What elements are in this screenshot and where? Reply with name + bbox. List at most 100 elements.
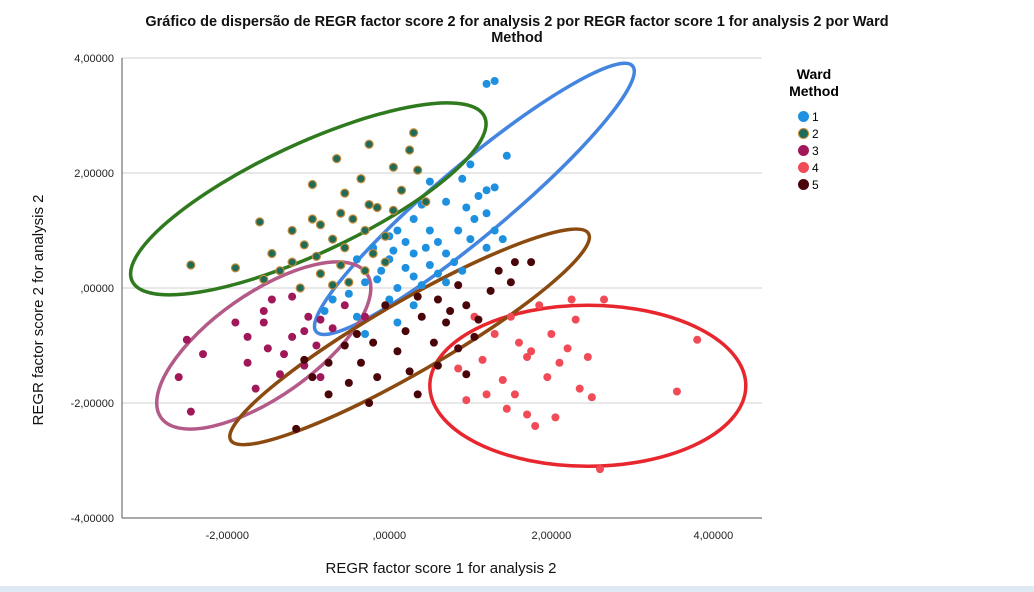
legend-item-3: 3 <box>798 142 852 159</box>
data-point-series-1 <box>385 295 394 304</box>
x-axis-title: REGR factor score 1 for analysis 2 <box>326 560 557 577</box>
data-point-series-5 <box>352 330 361 338</box>
chart-title-line1: Gráfico de dispersão de REGR factor scor… <box>145 14 889 30</box>
legend: Ward Method 1 2 3 4 5 <box>776 66 852 193</box>
data-point-series-2 <box>295 283 305 293</box>
legend-item-2: 2 <box>798 125 852 142</box>
legend-label-4: 4 <box>812 160 819 175</box>
cluster-ellipse-3 <box>154 260 373 431</box>
data-point-series-4 <box>523 410 532 419</box>
data-point-series-4 <box>498 376 507 384</box>
cluster-ellipse-1 <box>312 61 637 337</box>
data-point-series-1 <box>433 238 442 246</box>
legend-label-5: 5 <box>812 177 819 192</box>
data-point-series-2 <box>409 128 419 138</box>
data-point-series-1 <box>442 197 451 206</box>
y-tick-label: ,00000 <box>80 283 114 295</box>
data-point-series-3 <box>288 292 297 301</box>
data-point-series-3 <box>267 295 276 304</box>
data-point-series-4 <box>523 353 532 361</box>
data-point-series-1 <box>328 295 337 304</box>
legend-label-1: 1 <box>812 109 819 124</box>
data-point-series-2 <box>332 154 342 164</box>
data-point-series-5 <box>446 307 455 315</box>
data-point-series-4 <box>595 465 604 474</box>
data-point-series-1 <box>498 235 507 244</box>
data-point-series-1 <box>458 174 467 183</box>
data-point-series-5 <box>433 361 442 370</box>
data-point-series-1 <box>442 278 451 287</box>
data-point-series-2 <box>344 277 354 287</box>
data-point-series-1 <box>421 243 430 252</box>
data-point-series-5 <box>308 373 317 382</box>
data-point-series-3 <box>251 384 260 393</box>
legend-label-2: 2 <box>812 126 819 141</box>
data-point-series-5 <box>413 390 422 399</box>
legend-title-line1: Ward <box>796 66 832 82</box>
data-point-series-4 <box>490 330 499 338</box>
data-point-series-1 <box>352 312 361 321</box>
data-point-series-2 <box>315 220 326 230</box>
legend-item-5: 5 <box>798 176 852 193</box>
legend-marker-3 <box>798 145 809 156</box>
x-tick-label: ,00000 <box>373 530 407 542</box>
data-point-series-4 <box>527 347 536 356</box>
data-point-series-2 <box>421 197 431 207</box>
data-point-series-4 <box>535 301 544 310</box>
data-point-series-1 <box>482 186 491 195</box>
data-point-series-1 <box>393 226 402 235</box>
data-point-series-3 <box>280 350 289 359</box>
data-point-series-2 <box>299 240 309 250</box>
data-point-series-1 <box>450 258 459 267</box>
data-point-series-1 <box>373 275 382 284</box>
data-point-series-5 <box>462 370 471 379</box>
data-point-series-2 <box>360 225 370 236</box>
data-point-series-4 <box>506 312 515 321</box>
data-point-series-5 <box>486 286 495 295</box>
cluster-ellipse-2 <box>128 101 488 297</box>
data-point-series-4 <box>551 413 560 422</box>
ellipse-layer <box>128 61 748 468</box>
data-point-series-4 <box>555 358 564 367</box>
data-point-series-1 <box>320 307 329 315</box>
data-point-series-1 <box>425 261 434 269</box>
data-point-series-5 <box>340 341 349 350</box>
data-point-series-1 <box>490 183 499 192</box>
data-point-series-2 <box>356 174 366 184</box>
data-point-series-5 <box>300 355 309 364</box>
data-point-series-1 <box>466 160 475 169</box>
legend-item-4: 4 <box>798 159 852 176</box>
data-point-series-5 <box>470 332 479 341</box>
data-point-series-1 <box>361 278 370 287</box>
data-point-series-5 <box>292 424 301 433</box>
data-point-series-2 <box>307 214 317 224</box>
data-point-series-2 <box>348 214 358 224</box>
data-point-series-2 <box>287 257 297 267</box>
data-point-series-5 <box>344 378 353 387</box>
data-point-series-3 <box>275 370 284 379</box>
data-point-series-1 <box>409 272 418 281</box>
data-point-series-2 <box>328 280 338 290</box>
data-point-series-1 <box>409 249 418 258</box>
legend-title-line2: Method <box>789 83 839 99</box>
x-tick-label: -2,00000 <box>206 530 249 542</box>
data-point-series-4 <box>502 404 511 413</box>
data-point-series-4 <box>547 330 556 338</box>
data-point-series-1 <box>482 209 491 218</box>
data-point-series-1 <box>393 318 402 327</box>
grid-lines <box>122 57 762 404</box>
legend-marker-1 <box>798 111 809 122</box>
data-point-series-4 <box>462 396 471 405</box>
data-point-series-2 <box>404 145 415 155</box>
data-point-series-3 <box>300 327 309 336</box>
data-point-series-1 <box>389 246 398 255</box>
data-point-series-1 <box>425 226 434 235</box>
data-point-series-2 <box>380 231 390 241</box>
data-point-series-2 <box>259 274 269 284</box>
data-point-series-5 <box>365 399 374 407</box>
data-point-series-5 <box>454 281 463 290</box>
data-point-series-3 <box>316 373 325 382</box>
data-point-series-5 <box>417 312 426 321</box>
data-point-series-1 <box>352 255 361 264</box>
data-point-series-5 <box>393 347 402 356</box>
